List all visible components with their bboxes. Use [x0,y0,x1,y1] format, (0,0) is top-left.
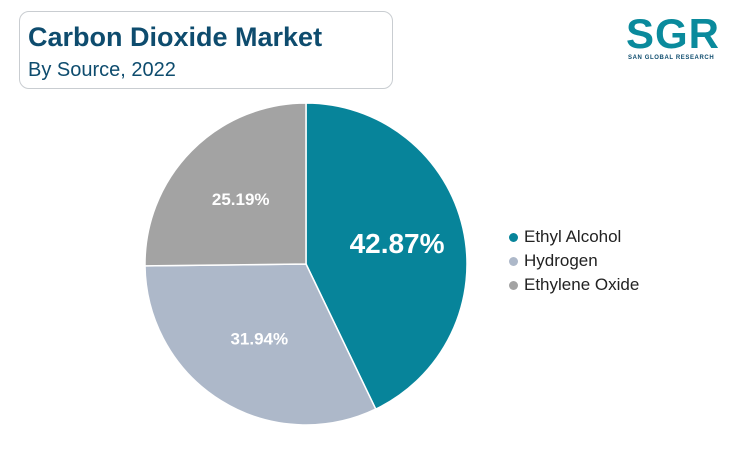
legend-swatch [509,281,518,290]
legend: Ethyl Alcohol Hydrogen Ethylene Oxide [509,225,639,297]
legend-label: Ethylene Oxide [524,275,640,294]
legend-swatch [509,257,518,266]
logo-tagline: SAN GLOBAL RESEARCH [628,55,715,61]
title-box: Carbon Dioxide Market By Source, 2022 [19,11,393,89]
chart-title: Carbon Dioxide Market [28,22,323,52]
pie-slice-ethylene-oxide [144,102,307,267]
legend-label: Ethyl Alcohol [524,227,622,246]
legend-item-ethyl-alcohol: Ethyl Alcohol [509,225,639,249]
sgr-logo: SGR SAN GLOBAL RESEARCH [624,12,720,64]
data-label-ethyl-alcohol: 42.87% [350,228,445,259]
logo-letters: SGR [626,10,721,57]
legend-item-hydrogen: Hydrogen [509,249,639,273]
chart-subtitle: By Source, 2022 [28,59,176,81]
legend-swatch [509,233,518,242]
pie-slice-hydrogen [144,263,377,426]
data-label-ethylene-oxide: 25.19% [212,190,270,209]
data-label-hydrogen: 31.94% [230,330,288,349]
legend-label: Hydrogen [524,251,598,270]
pie-slice-ethyl-alcohol [305,102,468,411]
legend-item-ethylene-oxide: Ethylene Oxide [509,273,639,297]
